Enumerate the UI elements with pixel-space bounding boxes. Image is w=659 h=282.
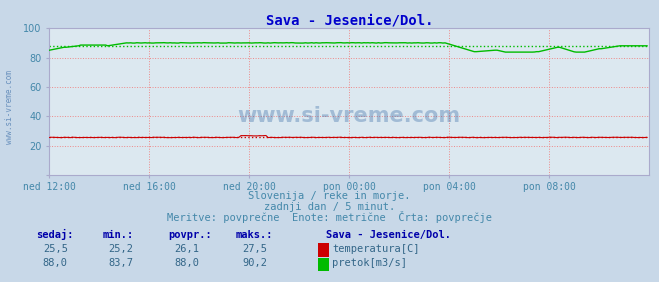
Text: maks.:: maks.: [236,230,273,240]
Text: 27,5: 27,5 [243,244,268,254]
Text: sedaj:: sedaj: [36,229,74,240]
Text: temperatura[C]: temperatura[C] [332,244,420,254]
Text: min.:: min.: [102,230,133,240]
Text: 25,5: 25,5 [43,244,68,254]
Text: 26,1: 26,1 [175,244,200,254]
Text: pretok[m3/s]: pretok[m3/s] [332,258,407,268]
Text: 90,2: 90,2 [243,258,268,268]
Text: Meritve: povprečne  Enote: metrične  Črta: povprečje: Meritve: povprečne Enote: metrične Črta:… [167,212,492,223]
Text: Slovenija / reke in morje.: Slovenija / reke in morje. [248,191,411,201]
Text: Sava - Jesenice/Dol.: Sava - Jesenice/Dol. [326,230,451,240]
Text: www.si-vreme.com: www.si-vreme.com [5,70,14,144]
Text: 88,0: 88,0 [43,258,68,268]
Text: 25,2: 25,2 [109,244,134,254]
Text: zadnji dan / 5 minut.: zadnji dan / 5 minut. [264,202,395,212]
Title: Sava - Jesenice/Dol.: Sava - Jesenice/Dol. [266,13,433,27]
Text: 88,0: 88,0 [175,258,200,268]
Text: povpr.:: povpr.: [168,230,212,240]
Text: 83,7: 83,7 [109,258,134,268]
Text: www.si-vreme.com: www.si-vreme.com [238,106,461,126]
